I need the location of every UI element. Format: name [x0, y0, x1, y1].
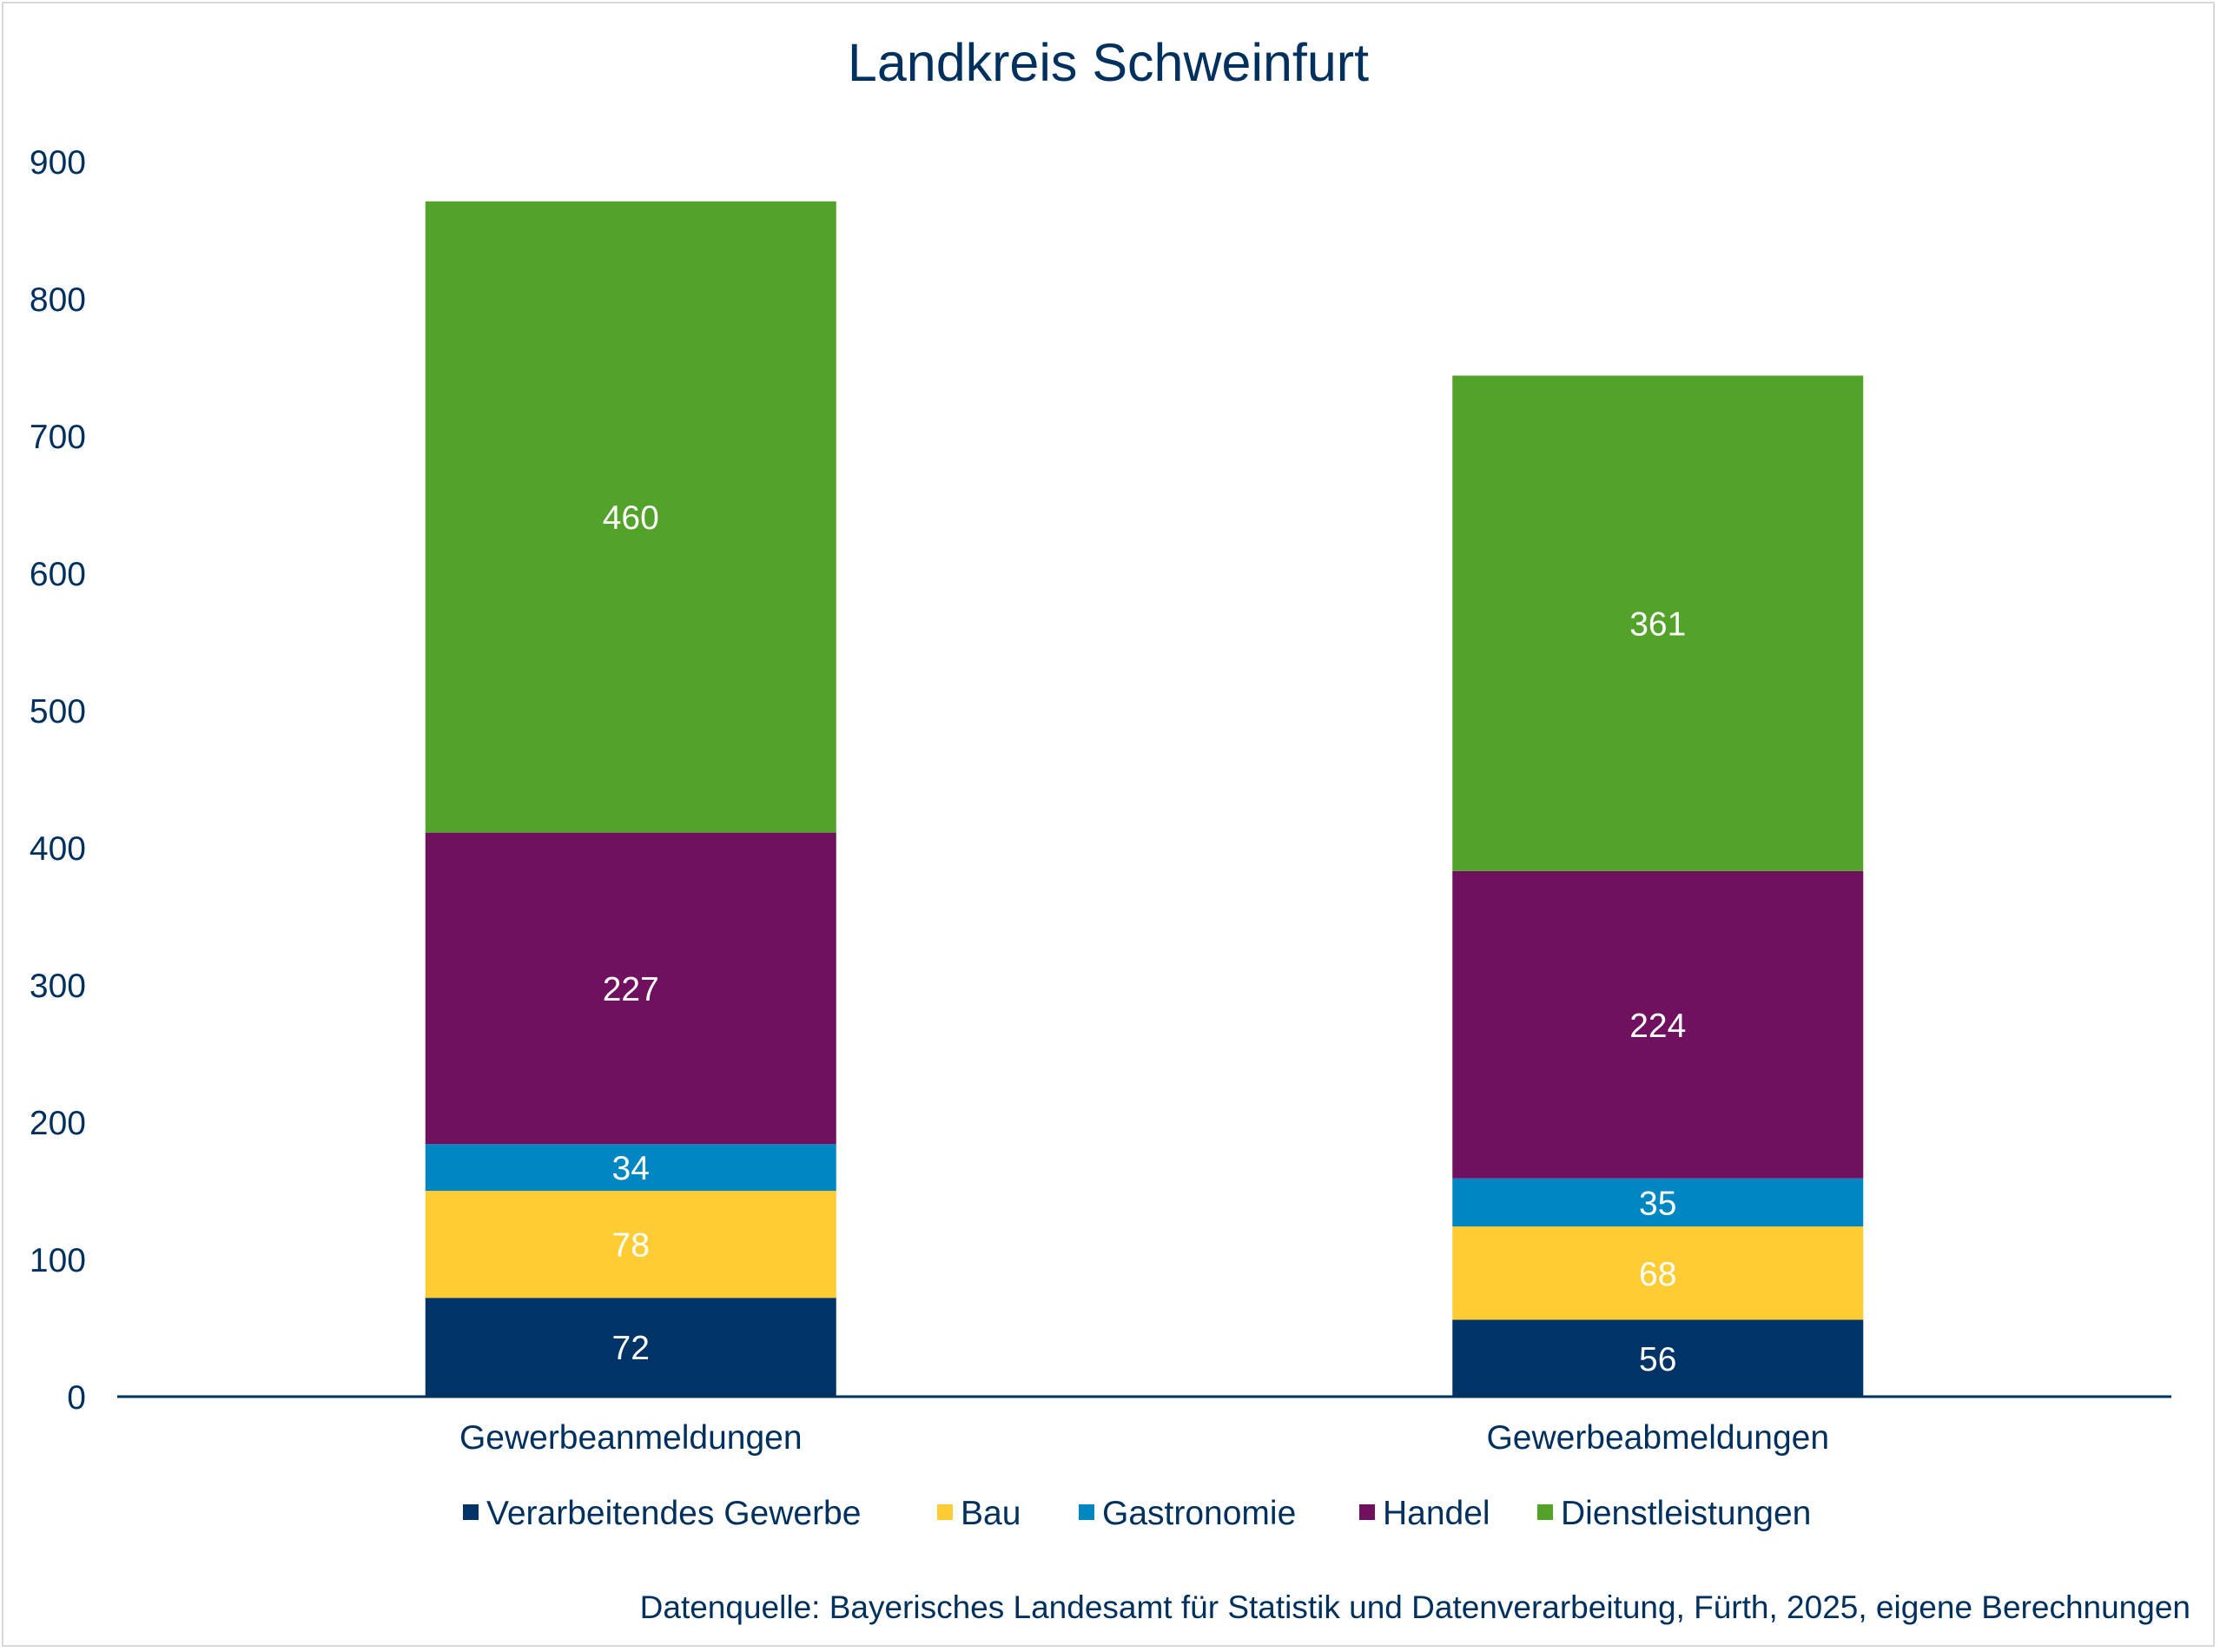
- bar-segment: [425, 832, 836, 1145]
- y-tick-label: 300: [30, 968, 86, 1005]
- data-label: 224: [1629, 1008, 1686, 1045]
- legend: Verarbeitendes Gewerbe Bau Gastronomie Hand…: [463, 1495, 1811, 1532]
- data-label: 68: [1639, 1256, 1676, 1293]
- data-label: 361: [1629, 606, 1686, 644]
- data-label: 78: [612, 1227, 650, 1265]
- category-label: Gewerbeabmeldungen: [1486, 1419, 1829, 1457]
- y-tick-label: 200: [30, 1105, 86, 1142]
- legend-swatch: [1537, 1504, 1553, 1520]
- y-axis: 0 100 200 300 400 500 600 700 800 900: [30, 144, 86, 1417]
- bar-segment: [1452, 1319, 1864, 1397]
- data-label: 35: [1639, 1185, 1676, 1222]
- legend-label: Verarbeitendes Gewerbe: [486, 1495, 861, 1532]
- data-label: 34: [612, 1150, 650, 1187]
- source-note: Datenquelle: Bayerisches Landesamt für S…: [640, 1589, 2190, 1625]
- bar-segment: [1452, 1178, 1864, 1227]
- bar-segment: [1452, 870, 1864, 1179]
- y-tick-label: 700: [30, 419, 86, 456]
- data-label: 72: [612, 1330, 650, 1367]
- bar-segment: [425, 1144, 836, 1191]
- legend-label: Gastronomie: [1102, 1495, 1296, 1532]
- bar-segment: [425, 1298, 836, 1397]
- chart-title: Landkreis Schweinfurt: [848, 33, 1369, 92]
- y-tick-label: 600: [30, 556, 86, 593]
- bar-segment: [425, 201, 836, 833]
- chart-canvas: Landkreis Schweinfurt 0 100 200 300 400 500 60…: [30, 33, 2190, 1625]
- data-label: 460: [603, 499, 659, 537]
- legend-swatch: [937, 1504, 953, 1520]
- y-tick-label: 900: [30, 144, 86, 182]
- y-tick-label: 100: [30, 1242, 86, 1279]
- legend-label: Handel: [1383, 1495, 1490, 1532]
- y-tick-label: 500: [30, 693, 86, 730]
- y-tick-label: 400: [30, 830, 86, 868]
- y-tick-label: 0: [67, 1379, 86, 1417]
- data-label: 56: [1639, 1341, 1676, 1378]
- bar-segment: [1452, 1226, 1864, 1320]
- legend-swatch: [1079, 1504, 1094, 1520]
- legend-swatch: [1359, 1504, 1375, 1520]
- x-axis: Gewerbeanmeldungen Gewerbeabmeldungen: [459, 1419, 1829, 1457]
- legend-swatch: [463, 1504, 479, 1520]
- data-label: 227: [603, 971, 659, 1008]
- y-tick-label: 800: [30, 281, 86, 319]
- category-label: Gewerbeanmeldungen: [459, 1419, 803, 1457]
- plot-area: 72 78 34 227 460 56 68 35 224 361: [425, 201, 1864, 1397]
- bar-segment: [425, 1191, 836, 1298]
- legend-label: Bau: [961, 1495, 1021, 1532]
- legend-label: Dienstleistungen: [1561, 1495, 1811, 1532]
- bar-segment: [1452, 375, 1864, 871]
